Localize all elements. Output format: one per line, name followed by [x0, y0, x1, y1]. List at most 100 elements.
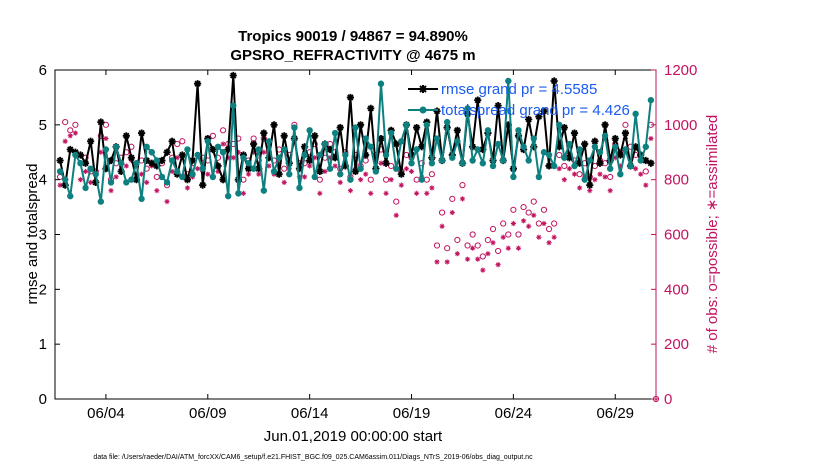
totalspread-point [158, 173, 166, 181]
totalspread-point [540, 149, 548, 156]
totalspread-point [347, 176, 354, 183]
obs-assimilated-point [357, 177, 364, 183]
totalspread-point [67, 192, 74, 200]
totalspread-point [148, 149, 155, 156]
obs-assimilated-point [67, 133, 73, 139]
legend-spread-marker [419, 106, 427, 114]
obs-assimilated-point [347, 188, 354, 194]
rmse-point [168, 137, 176, 145]
rmse-point [61, 181, 69, 189]
rmse-point [474, 96, 482, 104]
obs-assimilated-point [526, 223, 532, 229]
obs-possible-point [642, 168, 649, 175]
rmse-point [535, 113, 543, 121]
totalspread-point [107, 179, 115, 186]
obs-possible-point [561, 162, 568, 170]
obs-assimilated-point [312, 155, 318, 161]
obs-assimilated-point [322, 168, 328, 175]
obs-assimilated-point [240, 190, 247, 196]
rmse-point [117, 167, 125, 176]
rmse-point [570, 129, 579, 137]
rmse-point [336, 123, 344, 132]
obs-possible-point [607, 173, 614, 181]
totalspread-point [606, 165, 614, 172]
totalspread-point [77, 160, 84, 167]
obs-assimilated-point [164, 199, 170, 205]
totalspread-point [316, 151, 324, 159]
totalspread-point [240, 154, 247, 161]
obs-possible-point [102, 121, 110, 128]
obs-assimilated-point [169, 168, 175, 175]
totalspread-point [209, 173, 217, 181]
obs-assimilated-point [393, 212, 399, 218]
rmse-point [341, 162, 349, 170]
obs-assimilated-point [184, 185, 191, 191]
obs-possible-point [530, 198, 537, 205]
obs-assimilated-point [551, 234, 557, 240]
obs-possible-point [388, 162, 395, 170]
totalspread-point [184, 146, 191, 153]
obs-possible-point [367, 176, 374, 183]
obs-assimilated-point [98, 149, 104, 155]
obs-assimilated-point [485, 251, 491, 257]
obs-assimilated-point [62, 138, 68, 144]
obs-possible-point [469, 231, 476, 238]
totalspread-point [179, 173, 186, 181]
rmse-point [300, 143, 309, 151]
obs-possible-point [505, 231, 512, 238]
obs-possible-point [209, 132, 216, 139]
totalspread-point [199, 165, 206, 172]
y-tick-label: 4 [39, 172, 47, 189]
obs-possible-point [62, 118, 69, 126]
totalspread-point [438, 157, 446, 164]
rmse-point [611, 134, 619, 143]
rmse-point [469, 143, 477, 151]
obs-assimilated-point [251, 149, 257, 155]
totalspread-point [61, 176, 69, 183]
obs-assimilated-point [113, 174, 119, 180]
totalspread-point [250, 165, 257, 172]
obs-possible-point [551, 220, 558, 227]
obs-assimilated-point [123, 163, 129, 169]
obs-assimilated-point [378, 160, 384, 166]
y-axis-right-label: # of obs: o=possible; ∗=assimilated [704, 115, 721, 354]
totalspread-point [367, 143, 374, 150]
obs-assimilated-point [363, 171, 369, 177]
totalspread-point [632, 110, 639, 118]
totalspread-point [204, 138, 211, 145]
totalspread-point [138, 195, 145, 203]
totalspread-point [102, 146, 110, 153]
totalspread-point [143, 143, 150, 150]
rmse-point [545, 162, 553, 170]
totalspread-point [321, 140, 329, 148]
rmse-point [255, 165, 263, 173]
obs-assimilated-point [144, 179, 150, 186]
totalspread-point [342, 151, 349, 159]
obs-possible-point [576, 171, 583, 178]
totalspread-point [627, 162, 634, 170]
obs-assimilated-point [57, 182, 63, 188]
rmse-point [555, 143, 563, 151]
totalspread-point [189, 170, 196, 178]
rmse-point [596, 159, 604, 167]
obs-assimilated-point [571, 171, 578, 177]
rmse-point [540, 107, 548, 115]
x-axis-ticks: 06/04 06/09 06/14 06/19 06/24 06/29 [87, 70, 634, 422]
obs-assimilated-point [383, 190, 389, 196]
totalspread-point [591, 143, 599, 150]
totalspread-point [260, 187, 268, 194]
totalspread-point [194, 151, 201, 159]
obs-assimilated-point [510, 220, 516, 227]
rmse-point [102, 165, 110, 173]
x-tick-label: 06/29 [596, 405, 634, 422]
obs-assimilated-point [388, 177, 394, 183]
totalspread-point [301, 151, 308, 159]
obs-assimilated-point [225, 155, 231, 161]
obs-assimilated-point [154, 188, 160, 194]
rmse-point [346, 93, 355, 102]
obs-possible-point [454, 236, 461, 244]
totalspread-point [494, 140, 502, 148]
totalspread-point [72, 151, 79, 159]
